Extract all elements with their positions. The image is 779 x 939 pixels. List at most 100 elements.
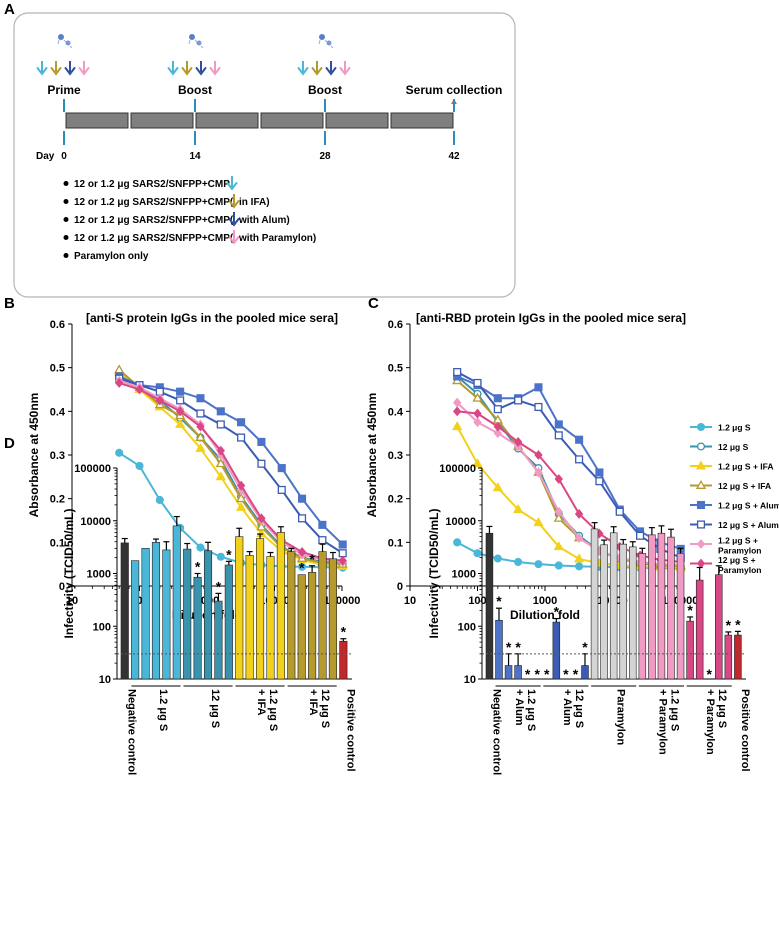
legend-item: 12 μg S + Paramylon: [690, 555, 761, 575]
data-point: [196, 409, 205, 418]
timeline-event-label: Boost: [308, 83, 342, 97]
bar: [629, 546, 637, 680]
timeline-day-value: 14: [189, 151, 201, 162]
data-point: [472, 458, 483, 468]
data-point: [277, 485, 286, 494]
bar: [224, 564, 233, 680]
bar: [328, 558, 337, 680]
data-point: [215, 458, 226, 468]
data-point: [176, 387, 185, 396]
data-point: [256, 528, 267, 538]
x-tick-label: 1000: [533, 595, 557, 607]
chart-b-ylabel: Absorbance at 450nm: [27, 393, 41, 518]
data-point: [615, 507, 624, 516]
y-tick-label: 0.4: [388, 406, 404, 418]
data-point: [453, 367, 462, 377]
y-tick-label: 0.5: [50, 363, 65, 375]
significance-star: *: [573, 666, 579, 682]
data-point: [175, 418, 186, 428]
data-point: [135, 384, 144, 395]
y-tick-label: 0.2: [50, 494, 65, 506]
bar: [256, 538, 265, 680]
legend-item: 12 μg S + IFA: [690, 479, 771, 491]
x-tick-label: 10: [404, 595, 416, 607]
bar: [657, 532, 666, 680]
group-label-line: 12 μg S: [319, 689, 331, 728]
bar: [318, 551, 327, 680]
y-tick-label: 0.5: [388, 363, 403, 375]
timeline-segment: [195, 112, 259, 129]
data-point: [257, 513, 266, 524]
vaccine-virus-icon-spikes: [188, 39, 204, 49]
timeline-day-value: 28: [319, 151, 331, 162]
data-point: [574, 533, 584, 543]
chart-c-title: [anti-RBD protein IgGs in the pooled mic…: [416, 311, 686, 325]
data-point: [175, 406, 185, 417]
data-point: [135, 461, 144, 470]
bar: [297, 574, 306, 680]
bar: [339, 640, 348, 680]
legend-label: 12 μg S: [718, 442, 749, 452]
day-label: Day: [36, 151, 55, 162]
data-point: [114, 364, 125, 374]
data-point: [573, 553, 585, 563]
vaccine-virus-icon-b: [326, 40, 332, 46]
significance-star: *: [195, 559, 201, 575]
legend-text: 12 or 1.2 μg SARS2/SNFPP+CMP: [74, 179, 230, 190]
data-point: [575, 435, 584, 444]
significance-star: *: [515, 639, 521, 655]
cyan-arrow-icon: [297, 67, 309, 76]
group-label-line: + Alum: [513, 689, 525, 726]
data-point: [257, 437, 266, 446]
bar: [214, 600, 223, 680]
navy-arrow-icon: [325, 67, 337, 76]
significance-star: *: [534, 666, 540, 682]
bar: [308, 572, 317, 680]
panel-c-label: C: [368, 295, 379, 312]
data-point: [297, 547, 307, 557]
data-point: [554, 506, 563, 517]
y-tick-label: 100000: [439, 463, 476, 475]
legend-item: 12 μg S + Alum: [690, 520, 779, 530]
significance-star: *: [506, 639, 512, 655]
significance-star: *: [563, 666, 569, 682]
data-point: [534, 402, 543, 412]
data-point: [452, 421, 463, 431]
group-label: 1.2 μg S+ Alum: [513, 689, 537, 731]
data-point: [514, 396, 523, 405]
x-tick-label: 100: [468, 595, 486, 607]
group-label-line: 12 μg S: [716, 689, 728, 728]
data-point: [298, 494, 307, 503]
group-label-line: 1.2 μg S: [525, 689, 537, 731]
series-12-g-s-alum: [453, 367, 685, 562]
data-point: [553, 541, 564, 551]
data-point: [453, 538, 462, 547]
data-point: [534, 450, 543, 460]
timeline-segment: [325, 112, 389, 129]
legend-label-line: 12 μg S +: [718, 555, 756, 565]
data-point: [115, 448, 124, 457]
data-point: [493, 554, 502, 563]
bar: [581, 665, 589, 680]
bar: [141, 548, 150, 680]
group-label-line: + Paramylon: [704, 689, 716, 755]
group-label-line: + IFA: [255, 689, 267, 716]
data-point: [513, 436, 523, 447]
navy-arrow-icon: [195, 67, 207, 76]
significance-star: *: [687, 602, 693, 618]
data-point: [554, 474, 563, 484]
pink-arrow-icon: [339, 67, 351, 76]
y-tick-label: 100000: [74, 463, 111, 475]
vaccine-virus-icon-spikes: [57, 39, 73, 49]
vaccine-virus-icon: [58, 34, 64, 40]
data-point: [195, 442, 206, 452]
data-point: [216, 445, 225, 456]
series-line: [456, 375, 682, 550]
data-point: [237, 418, 246, 427]
bar: [193, 576, 202, 680]
legend-text: Paramylon only: [74, 251, 149, 262]
data-point: [595, 468, 604, 477]
panel-a-legend: 12 or 1.2 μg SARS2/SNFPP+CMP 12 or 1.2 μg…: [63, 176, 316, 262]
bar: [600, 544, 608, 680]
